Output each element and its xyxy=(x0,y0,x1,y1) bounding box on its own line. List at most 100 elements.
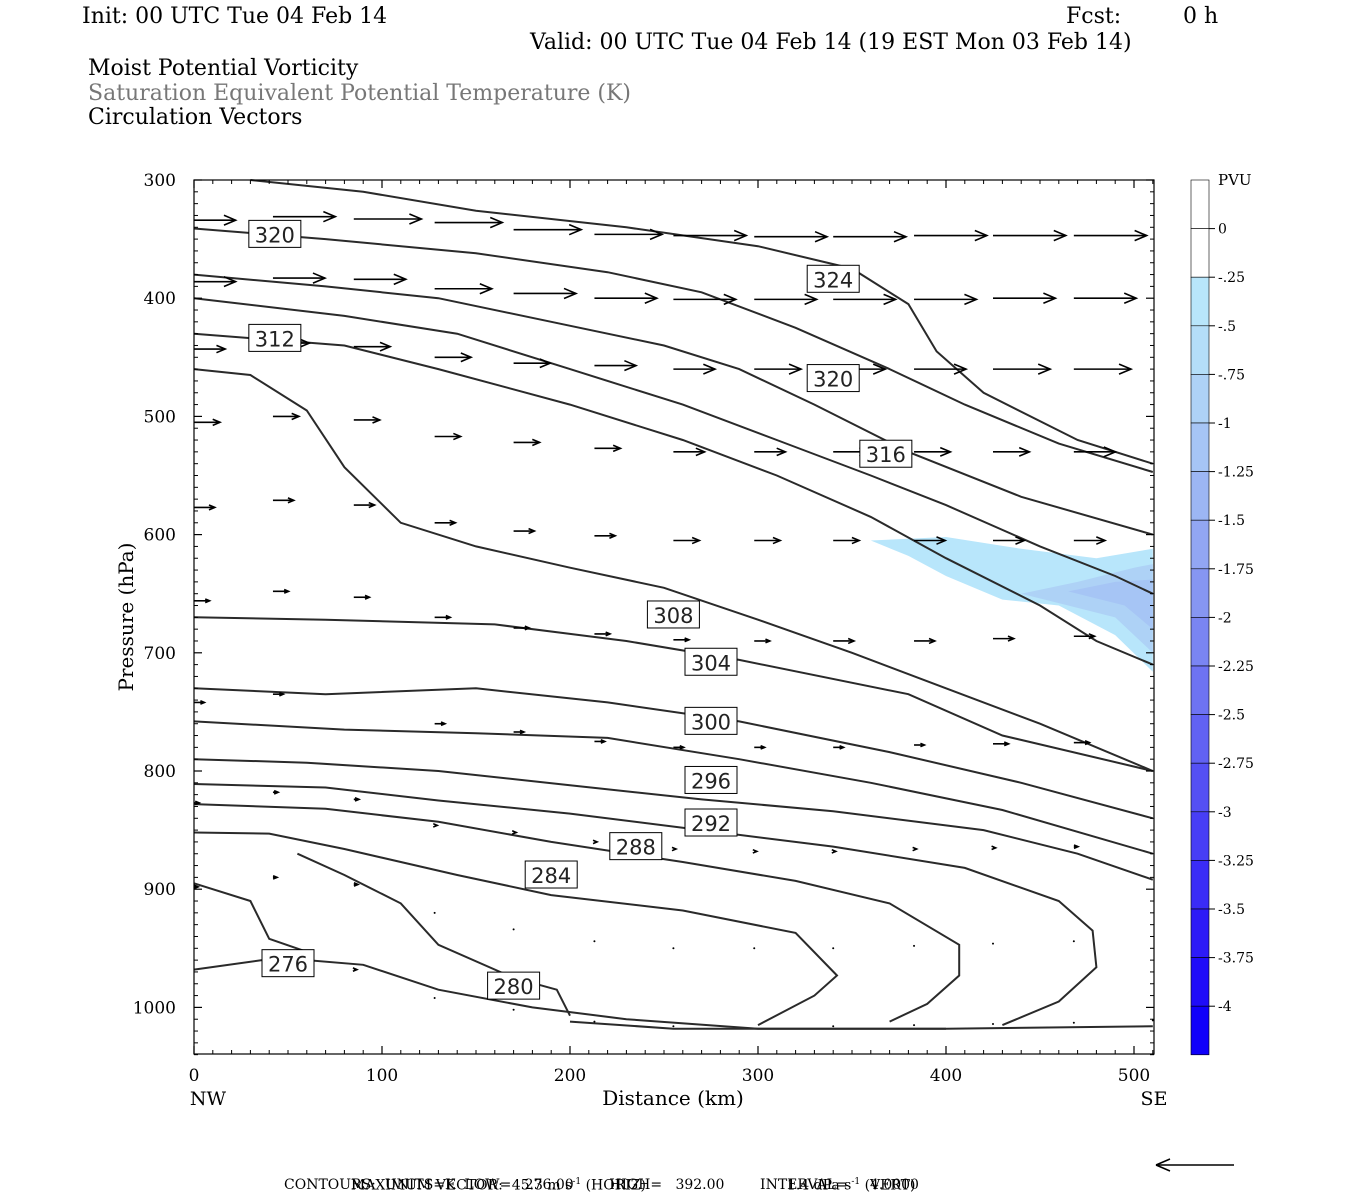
colorbar-swatch xyxy=(1190,228,1210,278)
vector-dot xyxy=(672,1025,675,1028)
contour-label-text: 280 xyxy=(494,975,534,999)
contour-label-text: 324 xyxy=(813,268,853,292)
x-axis-label: Distance (km) xyxy=(602,1086,744,1110)
vector-head xyxy=(372,416,382,424)
colorbar-swatch xyxy=(1190,179,1210,229)
vector-head xyxy=(489,216,505,229)
circulation-vector xyxy=(673,229,749,242)
circulation-vector xyxy=(434,432,463,441)
colorbar-label: -3.75 xyxy=(1218,951,1254,967)
circulation-vector xyxy=(432,822,440,828)
colorbar-label: -.5 xyxy=(1218,319,1236,335)
vector-head xyxy=(193,884,201,890)
circulation-vector xyxy=(434,519,458,526)
contour-label-box xyxy=(248,219,302,248)
vector-head xyxy=(519,729,527,735)
contour-label-text: 292 xyxy=(691,812,731,836)
circulation-vector xyxy=(833,230,909,243)
contour-label-text: 276 xyxy=(268,953,308,977)
vector-head xyxy=(679,744,686,750)
circulation-vector xyxy=(513,625,532,631)
vector-head xyxy=(194,800,202,806)
circulation-vector xyxy=(912,846,919,852)
vector-head xyxy=(804,293,819,306)
contour-label-text: 300 xyxy=(691,710,731,734)
vector-dot xyxy=(512,1008,515,1011)
vector-head xyxy=(609,532,618,539)
colorbar-swatch xyxy=(1190,471,1210,521)
colorbar-swatch xyxy=(1190,908,1210,958)
y-tick-label: 500 xyxy=(144,407,176,427)
circulation-vector xyxy=(272,691,286,697)
circulation-vector xyxy=(993,536,1027,545)
circulation-vector xyxy=(672,1025,675,1028)
circulation-vector xyxy=(993,292,1058,304)
colorbar-label: -3.25 xyxy=(1218,853,1254,869)
vector-head xyxy=(379,341,393,352)
circulation-vector xyxy=(913,944,916,947)
circulation-vector xyxy=(594,228,665,241)
vector-dot xyxy=(832,1025,835,1028)
circulation-vector xyxy=(754,363,804,375)
vector-head xyxy=(568,223,584,236)
contour-280-2 xyxy=(296,852,571,1017)
y-tick-label: 400 xyxy=(144,289,176,309)
x-tick-label: 300 xyxy=(742,1066,774,1086)
vector-head xyxy=(440,721,448,727)
vector-head xyxy=(273,789,281,795)
circulation-vector xyxy=(1151,1019,1154,1022)
circulation-vector xyxy=(832,1025,835,1028)
circulation-vector xyxy=(272,588,291,594)
vector-head xyxy=(920,742,927,748)
circulation-vector xyxy=(352,967,359,972)
circulation-vector xyxy=(513,287,579,300)
circulation-vector xyxy=(194,344,228,354)
colorbar-label: -2.5 xyxy=(1218,708,1245,724)
vector-head xyxy=(936,536,948,545)
mpv-shading-layer xyxy=(870,536,1153,672)
contour-label-text: 296 xyxy=(691,769,731,793)
circulation-vector xyxy=(193,884,201,890)
vector-head xyxy=(1088,633,1097,640)
colorbar-swatch xyxy=(1190,665,1210,715)
circulation-vector xyxy=(272,412,302,421)
vector-head xyxy=(539,358,553,369)
vector-head xyxy=(644,292,659,304)
y-tick-label: 900 xyxy=(144,880,176,900)
circulation-vector xyxy=(594,631,613,637)
contour-label-316-13: 316 xyxy=(859,439,913,468)
contour-276-0 xyxy=(193,956,1153,1030)
circulation-vector xyxy=(272,210,338,223)
x-tick-label: 100 xyxy=(366,1066,398,1086)
colorbar-unit: PVU xyxy=(1218,171,1252,189)
forecast-hour: 0 h xyxy=(1183,4,1219,29)
contour-320-15 xyxy=(193,227,1154,473)
circulation-vector xyxy=(993,741,1011,747)
colorbar-swatch xyxy=(1190,374,1210,424)
field-title-vectors: Circulation Vectors xyxy=(88,105,303,130)
circulation-vector xyxy=(673,536,702,545)
colorbar-label: -.25 xyxy=(1218,270,1245,286)
circulation-vector xyxy=(513,438,542,447)
circulation-vector xyxy=(353,213,424,225)
vector-head xyxy=(691,536,702,545)
circulation-vector xyxy=(594,359,639,372)
circulation-vector xyxy=(754,293,819,306)
mpv-shade-2 xyxy=(1068,579,1153,630)
vector-head xyxy=(851,536,862,545)
vector-head xyxy=(624,359,639,372)
circulation-vector xyxy=(194,504,217,511)
circulation-vector xyxy=(833,536,862,545)
circulation-vector xyxy=(833,637,857,645)
colorbar-label: 0 xyxy=(1218,222,1227,238)
circulation-vector xyxy=(434,721,448,727)
vector-head xyxy=(352,967,359,972)
vector-head xyxy=(974,229,989,242)
colorbar-label: -2 xyxy=(1218,610,1232,626)
circulation-vector xyxy=(194,418,223,427)
contour-label-box xyxy=(646,600,700,629)
vector-head xyxy=(354,796,362,802)
x-right-label-se: SE xyxy=(1141,1088,1168,1110)
contour-label-308-10: 308 xyxy=(646,600,700,629)
circulation-vector xyxy=(833,744,846,750)
